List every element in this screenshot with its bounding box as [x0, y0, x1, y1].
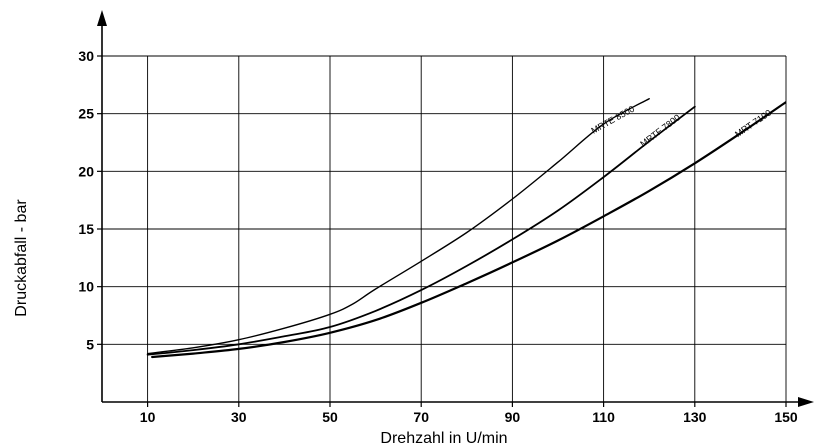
series-label: MRT 7100 [733, 108, 773, 140]
x-tick-label: 50 [322, 409, 338, 425]
y-tick-label: 5 [86, 336, 94, 352]
x-tick-label: 130 [683, 409, 707, 425]
x-tick-label: 150 [774, 409, 798, 425]
y-tick-label: 20 [78, 163, 94, 179]
x-axis-arrow [798, 397, 814, 407]
y-tick-label: 10 [78, 279, 94, 295]
y-tick-labels: 5 10 15 20 25 30 [78, 48, 94, 352]
axes [97, 10, 814, 407]
y-tick-label: 30 [78, 48, 94, 64]
series-line [146, 105, 696, 356]
series-label: MRTE 8500 [589, 104, 636, 136]
grid-lines [102, 55, 787, 402]
x-axis-label: Drehzahl in U/min [380, 430, 507, 446]
y-axis-arrow [97, 10, 107, 26]
x-tick-label: 70 [413, 409, 429, 425]
series-label: MRTF 7800 [638, 112, 682, 149]
y-tick-label: 25 [78, 106, 94, 122]
series-line [146, 98, 650, 355]
x-tick-label: 10 [140, 409, 156, 425]
series-line [151, 101, 786, 359]
y-tick-label: 15 [78, 221, 94, 237]
series-labels: MRTE 8500 MRTF 7800 MRT 7100 [589, 104, 773, 149]
y-axis-label: Druckabfall - bar [13, 199, 30, 317]
x-tick-label: 90 [505, 409, 521, 425]
x-tick-labels: 10 30 50 70 90 110 130 150 [140, 409, 798, 425]
series-lines [146, 98, 786, 359]
x-tick-label: 30 [231, 409, 247, 425]
x-tick-label: 110 [592, 409, 615, 425]
